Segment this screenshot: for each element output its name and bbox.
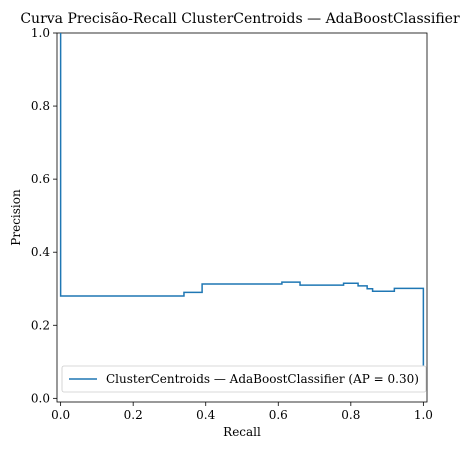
x-tick-label: 0.8: [341, 408, 360, 422]
legend-box: [61, 365, 427, 393]
legend-entry-label: ClusterCentroids — AdaBoostClassifier (A…: [106, 372, 419, 386]
x-tick-label: 0.0: [51, 408, 70, 422]
y-tick-label: 1.0: [31, 26, 50, 40]
y-tick-label: 0.2: [31, 318, 50, 332]
x-tick-label: 0.2: [124, 408, 143, 422]
y-tick-label: 0.8: [31, 99, 50, 113]
ticks-layer: 0.0 0.2 0.4 0.6 0.8 1.0 0.0 0.2 0.4 0.6 0.8 1.0: [31, 26, 433, 422]
curve-layer: [59, 33, 425, 366]
y-tick-label: 0.4: [31, 245, 50, 259]
y-tick-label: 0.6: [31, 172, 50, 186]
chart-title: Curva Precisão-Recall ClusterCentroids —…: [20, 11, 460, 27]
legend: ClusterCentroids — AdaBoostClassifier (A…: [61, 365, 427, 393]
pr-curve-series-0: [59, 33, 425, 366]
x-axis-label: Recall: [223, 425, 261, 439]
y-tick-label: 0.0: [31, 391, 50, 405]
x-tick-label: 0.6: [269, 408, 288, 422]
x-tick-label: 0.4: [196, 408, 215, 422]
y-axis-label: Precision: [9, 189, 23, 246]
plot-frame: [56, 32, 428, 403]
x-tick-label: 1.0: [414, 408, 433, 422]
